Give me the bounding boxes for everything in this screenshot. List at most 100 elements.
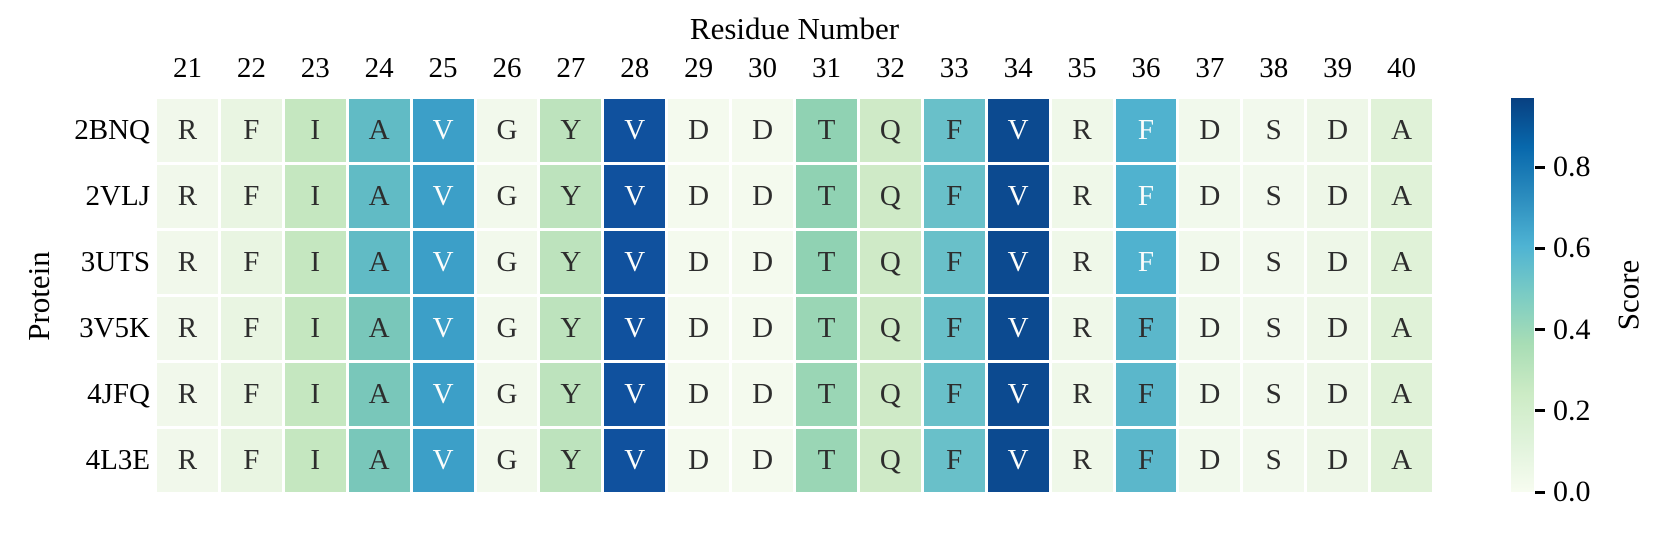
- heatmap-cell: S: [1243, 165, 1305, 228]
- x-tick-label: 26: [492, 51, 522, 84]
- heatmap-cell: V: [987, 363, 1049, 426]
- heatmap-cell: R: [157, 231, 218, 294]
- heatmap-cell: D: [1307, 363, 1369, 426]
- x-tick-label: 32: [875, 51, 905, 84]
- heatmap-cell: Y: [540, 99, 602, 162]
- heatmap-cell: T: [796, 165, 857, 228]
- heatmap-cell: G: [476, 231, 538, 294]
- x-tick-label: 25: [428, 51, 458, 84]
- heatmap-cell: I: [284, 165, 346, 228]
- heatmap-cell: I: [284, 429, 346, 492]
- colorbar-tick-label: 0.8: [1553, 150, 1591, 184]
- y-tick-label: 2VLJ: [85, 180, 150, 212]
- heatmap-cell: G: [476, 297, 538, 360]
- heatmap-cell: A: [1371, 429, 1432, 492]
- heatmap-cell: F: [220, 165, 282, 228]
- heatmap-cell: F: [923, 297, 985, 360]
- heatmap-cell: Y: [540, 231, 602, 294]
- heatmap-cell: V: [604, 165, 666, 228]
- heatmap-cell: S: [1243, 231, 1305, 294]
- heatmap-cell: I: [284, 231, 346, 294]
- heatmap-cell: R: [1051, 99, 1113, 162]
- heatmap-cell: R: [157, 363, 218, 426]
- heatmap-cell: A: [1371, 231, 1432, 294]
- heatmap-cell: S: [1243, 363, 1305, 426]
- heatmap-cell: F: [1115, 99, 1177, 162]
- heatmap-cell: A: [348, 165, 410, 228]
- heatmap-cell: R: [1051, 363, 1113, 426]
- heatmap-cell: G: [476, 363, 538, 426]
- heatmap-cell: V: [412, 429, 474, 492]
- heatmap-cell: F: [220, 429, 282, 492]
- heatmap-cell: R: [1051, 231, 1113, 294]
- heatmap-cell: D: [668, 99, 730, 162]
- heatmap-cell: F: [1115, 429, 1177, 492]
- heatmap-cell: F: [923, 99, 985, 162]
- heatmap-cell: A: [1371, 363, 1432, 426]
- heatmap-cell: V: [604, 429, 666, 492]
- heatmap-cell: Q: [859, 429, 921, 492]
- heatmap-cell: A: [348, 429, 410, 492]
- heatmap-cell: D: [1179, 165, 1241, 228]
- heatmap-cell: T: [796, 363, 857, 426]
- x-tick-labels: 21 22 23 24 25 26 27 28 29 30 31 32 33 34 35 36 37 38 39 40: [157, 50, 1432, 86]
- x-axis-title: Residue Number: [689, 11, 900, 46]
- heatmap-cell: D: [1307, 429, 1369, 492]
- heatmap-cell: V: [604, 231, 666, 294]
- heatmap-cell: Y: [540, 165, 602, 228]
- heatmap-cell: R: [1051, 429, 1113, 492]
- heatmap-cell: D: [1179, 297, 1241, 360]
- heatmap-cell: D: [668, 363, 730, 426]
- x-tick-label: 34: [1003, 51, 1033, 84]
- heatmap-cell: R: [1051, 165, 1113, 228]
- colorbar-tick-mark: [1535, 165, 1545, 169]
- heatmap-cell: F: [923, 231, 985, 294]
- x-tick-label: 33: [939, 51, 969, 84]
- heatmap-cell: F: [923, 429, 985, 492]
- y-tick-label: 2BNQ: [74, 114, 150, 146]
- heatmap-cell: D: [1307, 297, 1369, 360]
- heatmap-cell: D: [1179, 99, 1241, 162]
- heatmap-cell: I: [284, 363, 346, 426]
- colorbar-tick-mark: [1535, 328, 1545, 332]
- heatmap-cell: F: [220, 363, 282, 426]
- x-tick-label: 28: [620, 51, 650, 84]
- heatmap-cell: D: [1307, 165, 1369, 228]
- colorbar-tick-mark: [1535, 246, 1545, 250]
- heatmap-cell: F: [1115, 231, 1177, 294]
- y-tick-label: 3V5K: [79, 312, 150, 344]
- heatmap-cell: T: [796, 231, 857, 294]
- heatmap-cell: V: [412, 297, 474, 360]
- heatmap-cell: R: [157, 99, 218, 162]
- heatmap-cell: D: [732, 165, 793, 228]
- colorbar-gradient: [1511, 98, 1534, 492]
- heatmap-cell: Y: [540, 429, 602, 492]
- heatmap-cell: D: [1307, 99, 1369, 162]
- colorbar-tick-label: 0.4: [1553, 312, 1591, 346]
- heatmap-cell: S: [1243, 297, 1305, 360]
- heatmap-cell: A: [1371, 99, 1432, 162]
- heatmap-cell: V: [987, 297, 1049, 360]
- colorbar-tick-mark: [1535, 490, 1545, 494]
- heatmap-cell: Y: [540, 297, 602, 360]
- colorbar-tick-label: 0.6: [1553, 231, 1591, 265]
- heatmap-cell: D: [1179, 363, 1241, 426]
- heatmap-cell: I: [284, 99, 346, 162]
- heatmap-cell: A: [348, 297, 410, 360]
- heatmap-cell: V: [412, 99, 474, 162]
- heatmap-cell: V: [987, 429, 1049, 492]
- colorbar-title-text: Score: [1610, 259, 1645, 331]
- x-tick-label: 36: [1131, 51, 1161, 84]
- heatmap-cell: D: [668, 231, 730, 294]
- heatmap-cell: T: [796, 99, 857, 162]
- x-tick-label: 27: [556, 51, 586, 84]
- heatmap-cell: D: [668, 429, 730, 492]
- colorbar-tick-mark: [1535, 409, 1545, 413]
- heatmap-cell: S: [1243, 429, 1305, 492]
- heatmap-cell: Q: [859, 297, 921, 360]
- heatmap-cell: F: [220, 99, 282, 162]
- y-tick-label: 3UTS: [80, 246, 150, 278]
- heatmap-cell: R: [157, 165, 218, 228]
- x-tick-label: 29: [684, 51, 714, 84]
- x-tick-label: 38: [1259, 51, 1289, 84]
